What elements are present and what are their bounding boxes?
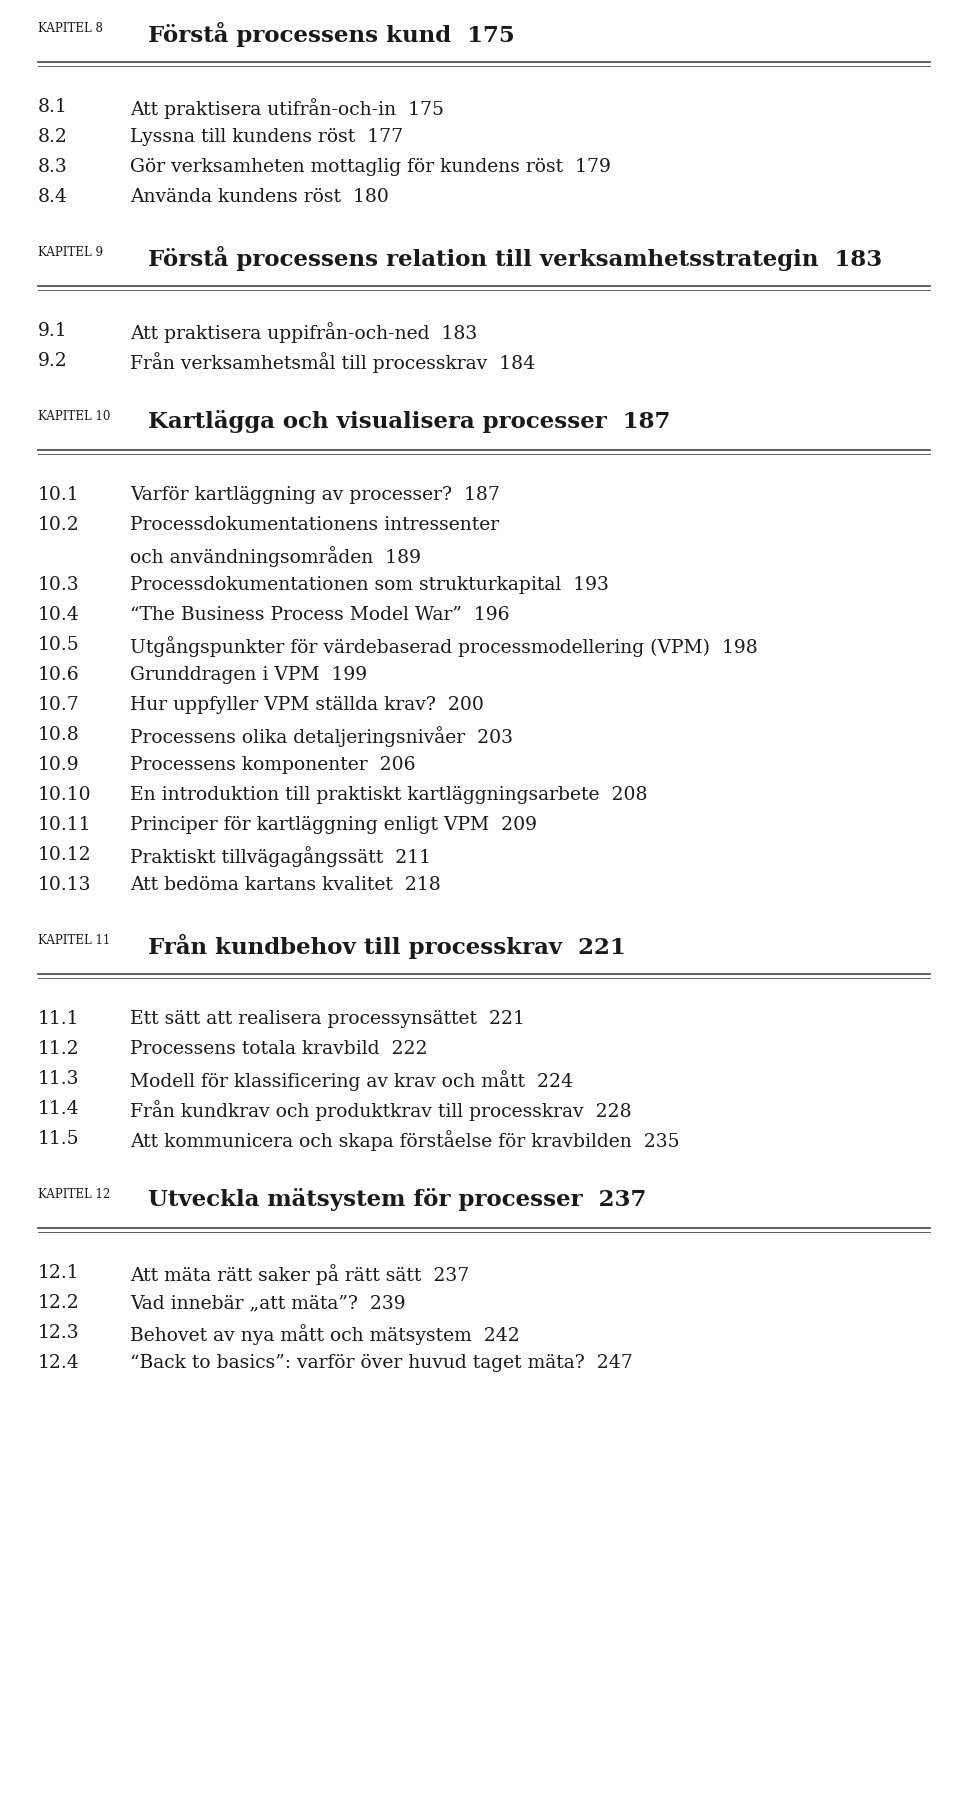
Text: 8.2: 8.2 bbox=[38, 129, 68, 145]
Text: KAPITEL 10: KAPITEL 10 bbox=[38, 410, 110, 423]
Text: Att praktisera utifrån-och-in  175: Att praktisera utifrån-och-in 175 bbox=[130, 98, 444, 120]
Text: Hur uppfyller VPM ställda krav?  200: Hur uppfyller VPM ställda krav? 200 bbox=[130, 697, 484, 715]
Text: Modell för klassificering av krav och mått  224: Modell för klassificering av krav och må… bbox=[130, 1070, 573, 1090]
Text: 12.1: 12.1 bbox=[38, 1264, 80, 1282]
Text: Processdokumentationen som strukturkapital  193: Processdokumentationen som strukturkapit… bbox=[130, 577, 609, 593]
Text: Att praktisera uppifrån-och-ned  183: Att praktisera uppifrån-och-ned 183 bbox=[130, 323, 477, 343]
Text: 8.4: 8.4 bbox=[38, 189, 68, 207]
Text: Praktiskt tillvägagångssätt  211: Praktiskt tillvägagångssätt 211 bbox=[130, 845, 431, 867]
Text: 11.4: 11.4 bbox=[38, 1099, 80, 1117]
Text: 10.3: 10.3 bbox=[38, 577, 80, 593]
Text: 10.5: 10.5 bbox=[38, 637, 80, 655]
Text: Processens olika detaljeringsnivåer  203: Processens olika detaljeringsnivåer 203 bbox=[130, 726, 513, 747]
Text: 10.4: 10.4 bbox=[38, 606, 80, 624]
Text: En introduktion till praktiskt kartläggningsarbete  208: En introduktion till praktiskt kartläggn… bbox=[130, 785, 647, 804]
Text: “The Business Process Model War”  196: “The Business Process Model War” 196 bbox=[130, 606, 510, 624]
Text: Att bedöma kartans kvalitet  218: Att bedöma kartans kvalitet 218 bbox=[130, 876, 441, 894]
Text: Processens komponenter  206: Processens komponenter 206 bbox=[130, 756, 416, 775]
Text: 12.2: 12.2 bbox=[38, 1293, 80, 1312]
Text: 9.1: 9.1 bbox=[38, 323, 67, 339]
Text: 11.5: 11.5 bbox=[38, 1130, 80, 1148]
Text: KAPITEL 12: KAPITEL 12 bbox=[38, 1188, 110, 1201]
Text: Gör verksamheten mottaglig för kundens röst  179: Gör verksamheten mottaglig för kundens r… bbox=[130, 158, 611, 176]
Text: Varför kartläggning av processer?  187: Varför kartläggning av processer? 187 bbox=[130, 486, 500, 504]
Text: Använda kundens röst  180: Använda kundens röst 180 bbox=[130, 189, 389, 207]
Text: och användningsområden  189: och användningsområden 189 bbox=[130, 546, 421, 568]
Text: Processens totala kravbild  222: Processens totala kravbild 222 bbox=[130, 1039, 427, 1058]
Text: 12.3: 12.3 bbox=[38, 1324, 80, 1342]
Text: 10.12: 10.12 bbox=[38, 845, 91, 863]
Text: 10.2: 10.2 bbox=[38, 515, 80, 533]
Text: 12.4: 12.4 bbox=[38, 1353, 80, 1371]
Text: 8.3: 8.3 bbox=[38, 158, 68, 176]
Text: Grunddragen i VPM  199: Grunddragen i VPM 199 bbox=[130, 666, 367, 684]
Text: 10.13: 10.13 bbox=[38, 876, 91, 894]
Text: Utgångspunkter för värdebaserad processmodellering (VPM)  198: Utgångspunkter för värdebaserad processm… bbox=[130, 637, 757, 657]
Text: KAPITEL 9: KAPITEL 9 bbox=[38, 247, 103, 259]
Text: “Back to basics”: varför över huvud taget mäta?  247: “Back to basics”: varför över huvud tage… bbox=[130, 1353, 633, 1371]
Text: Förstå processens relation till verksamhetsstrategin  183: Förstå processens relation till verksamh… bbox=[148, 247, 882, 270]
Text: Lyssna till kundens röst  177: Lyssna till kundens röst 177 bbox=[130, 129, 403, 145]
Text: Behovet av nya mått och mätsystem  242: Behovet av nya mått och mätsystem 242 bbox=[130, 1324, 519, 1344]
Text: 10.11: 10.11 bbox=[38, 816, 91, 834]
Text: Från kundkrav och produktkrav till processkrav  228: Från kundkrav och produktkrav till proce… bbox=[130, 1099, 632, 1121]
Text: Att kommunicera och skapa förståelse för kravbilden  235: Att kommunicera och skapa förståelse för… bbox=[130, 1130, 680, 1150]
Text: Från verksamhetsmål till processkrav  184: Från verksamhetsmål till processkrav 184 bbox=[130, 352, 535, 374]
Text: 10.7: 10.7 bbox=[38, 697, 80, 715]
Text: 11.2: 11.2 bbox=[38, 1039, 80, 1058]
Text: Vad innebär „att mäta”?  239: Vad innebär „att mäta”? 239 bbox=[130, 1293, 406, 1312]
Text: 9.2: 9.2 bbox=[38, 352, 68, 370]
Text: 10.9: 10.9 bbox=[38, 756, 80, 775]
Text: Från kundbehov till processkrav  221: Från kundbehov till processkrav 221 bbox=[148, 934, 626, 960]
Text: KAPITEL 11: KAPITEL 11 bbox=[38, 934, 110, 947]
Text: 10.8: 10.8 bbox=[38, 726, 80, 744]
Text: 11.3: 11.3 bbox=[38, 1070, 80, 1088]
Text: Processdokumentationens intressenter: Processdokumentationens intressenter bbox=[130, 515, 499, 533]
Text: Principer för kartläggning enligt VPM  209: Principer för kartläggning enligt VPM 20… bbox=[130, 816, 537, 834]
Text: 10.1: 10.1 bbox=[38, 486, 80, 504]
Text: Utveckla mätsystem för processer  237: Utveckla mätsystem för processer 237 bbox=[148, 1188, 646, 1212]
Text: Förstå processens kund  175: Förstå processens kund 175 bbox=[148, 22, 515, 47]
Text: KAPITEL 8: KAPITEL 8 bbox=[38, 22, 103, 34]
Text: Att mäta rätt saker på rätt sätt  237: Att mäta rätt saker på rätt sätt 237 bbox=[130, 1264, 469, 1284]
Text: Kartlägga och visualisera processer  187: Kartlägga och visualisera processer 187 bbox=[148, 410, 670, 434]
Text: 10.6: 10.6 bbox=[38, 666, 80, 684]
Text: Ett sätt att realisera processynsättet  221: Ett sätt att realisera processynsättet 2… bbox=[130, 1010, 525, 1029]
Text: 11.1: 11.1 bbox=[38, 1010, 80, 1029]
Text: 10.10: 10.10 bbox=[38, 785, 91, 804]
Text: 8.1: 8.1 bbox=[38, 98, 68, 116]
